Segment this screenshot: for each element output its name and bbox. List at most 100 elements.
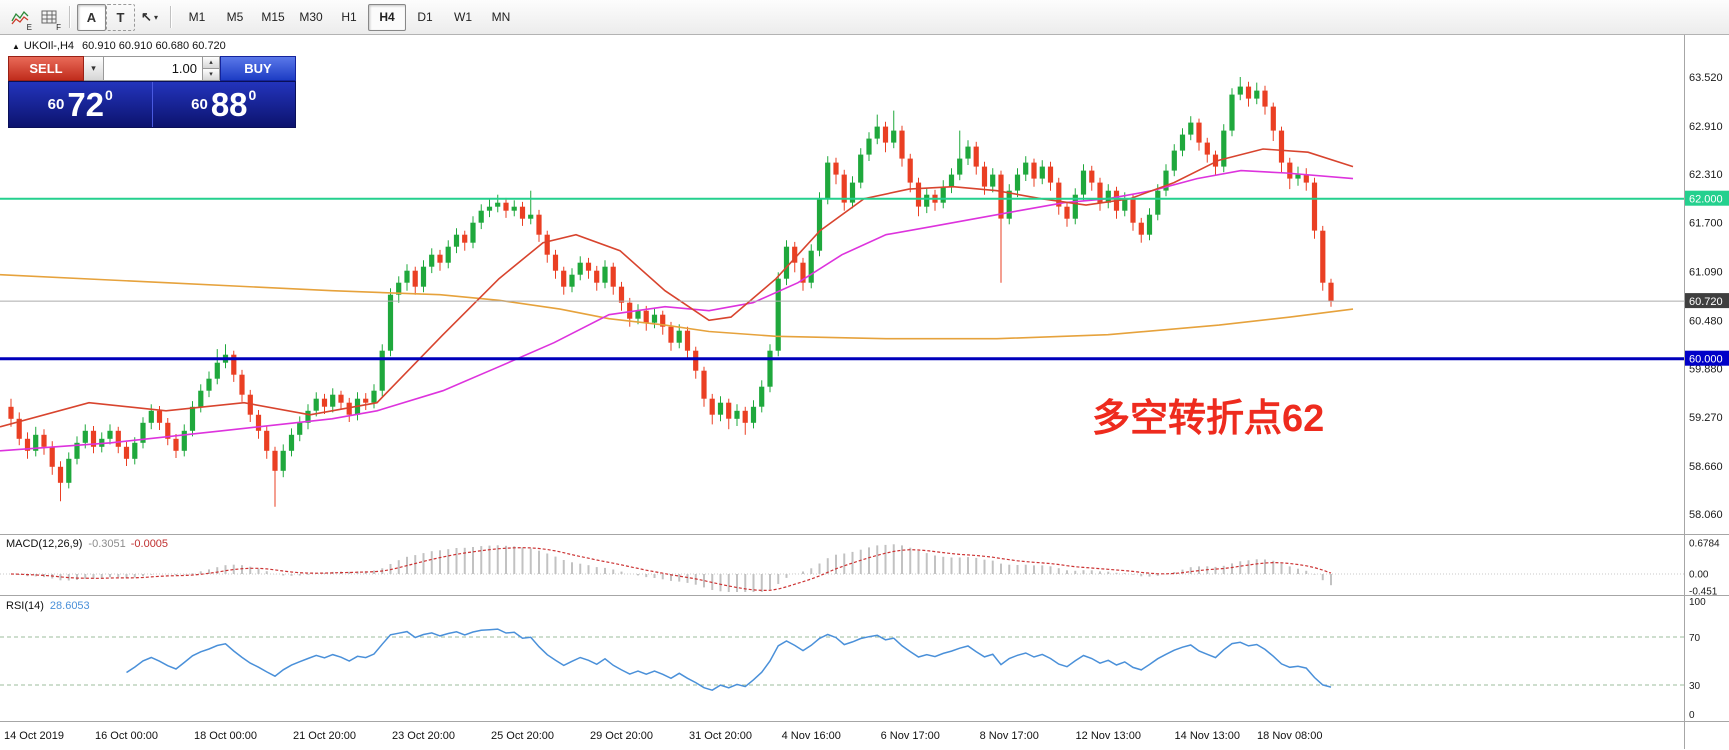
timeframe-H4[interactable]: H4 [368, 3, 406, 31]
timeframe-W1[interactable]: W1 [454, 10, 472, 24]
rsi-pane[interactable]: 100 70 30 0 [0, 597, 1706, 721]
svg-text:70: 70 [1689, 633, 1701, 644]
macd-signal-line [10, 547, 1332, 592]
svg-text:0: 0 [1689, 710, 1695, 721]
svg-text:0.6784: 0.6784 [1689, 539, 1720, 550]
time-axis[interactable]: 14 Oct 2019 16 Oct 00:00 18 Oct 00:00 21 Oc… [4, 730, 1322, 742]
ma-slow-orange [0, 273, 1354, 340]
ea-chart-button[interactable]: E [5, 4, 34, 32]
svg-text:62.910: 62.910 [1689, 121, 1723, 133]
svg-text:61.700: 61.700 [1689, 218, 1723, 230]
price-level-box [1685, 293, 1729, 309]
symbol-header: ▲ UKOIl-,H4 60.910 60.910 60.680 60.720 [12, 40, 226, 52]
svg-text:-0.451: -0.451 [1689, 587, 1718, 598]
buy-price-prefix: 60 [191, 96, 208, 113]
rsi-value: 28.6053 [49, 600, 90, 612]
symbol-name: UKOIl-,H4 [23, 40, 75, 52]
macd-histogram [18, 544, 1332, 592]
cursor-tool-button[interactable]: ↖ ▾ [135, 4, 164, 31]
svg-text:60.000: 60.000 [1689, 354, 1723, 366]
volume-increase-button[interactable]: ▴ [203, 57, 219, 68]
chart-canvas[interactable]: 63.520 62.910 62.310 61.700 61.090 60.480 59.8… [0, 35, 1729, 749]
svg-text:62.000: 62.000 [1689, 194, 1723, 206]
timeframe-D1[interactable]: D1 [417, 10, 433, 24]
timeframe-H1[interactable]: H1 [341, 10, 357, 24]
macd-indicator-label: MACD(12,26,9) -0.3051 -0.0005 [6, 538, 168, 550]
svg-text:60.480: 60.480 [1689, 315, 1723, 327]
toolbar-separator [69, 6, 71, 28]
annotation-tool-button[interactable]: A [77, 3, 106, 31]
svg-text:29 Oct 20:00: 29 Oct 20:00 [590, 730, 653, 742]
svg-text:58.060: 58.060 [1689, 509, 1723, 521]
svg-text:16 Oct 00:00: 16 Oct 00:00 [95, 730, 158, 742]
toolbar: E F A T ↖ ▾ M1 M5 M15 M30 H1 H4 D1 W1 MN [0, 0, 1729, 35]
dropdown-arrow-icon: ▾ [91, 63, 96, 73]
chevron-down-icon: ▾ [153, 12, 158, 22]
sell-button[interactable]: SELL [8, 56, 84, 81]
svg-text:59.270: 59.270 [1689, 412, 1723, 424]
svg-text:8 Nov 17:00: 8 Nov 17:00 [980, 730, 1039, 742]
timeframe-M15[interactable]: M15 [261, 10, 285, 24]
svg-text:30: 30 [1689, 681, 1701, 692]
zigzag-chart-icon [10, 10, 28, 24]
macd-signal-value: -0.0005 [130, 538, 169, 550]
grid-icon [41, 10, 56, 24]
svg-text:31 Oct 20:00: 31 Oct 20:00 [689, 730, 752, 742]
timeframe-MN[interactable]: MN [491, 10, 511, 24]
price-axis[interactable]: 63.520 62.910 62.310 61.700 61.090 60.480 59.8… [1685, 72, 1729, 521]
cursor-icon: ↖ [141, 9, 152, 24]
svg-text:23 Oct 20:00: 23 Oct 20:00 [392, 730, 455, 742]
collapse-arrow-icon[interactable]: ▲ [12, 42, 20, 51]
svg-text:59.880: 59.880 [1689, 363, 1723, 375]
ea-chart-sub-label: E [26, 22, 32, 32]
svg-text:18 Oct 00:00: 18 Oct 00:00 [194, 730, 257, 742]
price-level-box [1685, 350, 1729, 366]
svg-text:25 Oct 20:00: 25 Oct 20:00 [491, 730, 554, 742]
timeframe-M30[interactable]: M30 [299, 10, 323, 24]
svg-text:60.720: 60.720 [1689, 296, 1723, 308]
svg-text:62.310: 62.310 [1689, 169, 1723, 181]
ohlc-values: 60.910 60.910 60.680 60.720 [82, 40, 226, 52]
timeframe-M1[interactable]: M1 [188, 10, 206, 24]
svg-text:14 Oct 2019: 14 Oct 2019 [4, 730, 64, 742]
timeframe-group: M1 M5 M15 M30 H1 H4 D1 W1 MN [178, 3, 520, 31]
macd-name: MACD(12,26,9) [6, 538, 83, 550]
svg-text:6 Nov 17:00: 6 Nov 17:00 [881, 730, 940, 742]
rsi-indicator-label: RSI(14) 28.6053 [6, 600, 90, 612]
svg-text:21 Oct 20:00: 21 Oct 20:00 [293, 730, 356, 742]
buy-price-big: 88 [210, 86, 248, 123]
svg-text:12 Nov 13:00: 12 Nov 13:00 [1076, 730, 1141, 742]
rsi-line [126, 628, 1332, 692]
chart-text-annotation[interactable]: 多空转折点62 [1092, 398, 1325, 440]
svg-text:4 Nov 16:00: 4 Nov 16:00 [782, 730, 841, 742]
sell-price-sup: 0 [105, 86, 113, 103]
buy-price-display[interactable]: 60 88 0 [151, 82, 296, 127]
volume-stepper: ▴ ▾ [203, 56, 220, 81]
sell-price-prefix: 60 [47, 96, 65, 113]
rsi-name: RSI(14) [6, 600, 44, 612]
text-tool-button[interactable]: T [106, 3, 135, 31]
svg-text:100: 100 [1689, 597, 1706, 608]
ma-fast-red [0, 148, 1354, 428]
chart-region: 63.520 62.910 62.310 61.700 61.090 60.480 59.8… [0, 35, 1729, 749]
macd-pane[interactable]: 0.6784 0.00 -0.451 [0, 539, 1720, 598]
ea-grid-button[interactable]: F [34, 4, 63, 32]
svg-text:58.660: 58.660 [1689, 461, 1723, 473]
svg-text:61.090: 61.090 [1689, 267, 1723, 279]
volume-input[interactable] [104, 56, 203, 81]
ea-grid-sub-label: F [56, 22, 61, 32]
sell-price-big: 72 [67, 86, 105, 123]
timeframe-M5[interactable]: M5 [226, 10, 244, 24]
volume-decrease-button[interactable]: ▾ [203, 68, 219, 80]
volume-preset-dropdown[interactable]: ▾ [84, 56, 104, 81]
buy-price-sup: 0 [248, 86, 257, 103]
svg-text:14 Nov 13:00: 14 Nov 13:00 [1175, 730, 1240, 742]
price-level-box [1685, 190, 1729, 206]
sell-price-display[interactable]: 60 72 0 [9, 82, 152, 127]
buy-button[interactable]: BUY [220, 56, 296, 81]
svg-text:63.520: 63.520 [1689, 72, 1723, 84]
main-pane[interactable] [0, 77, 1684, 507]
candlestick-series [8, 77, 1334, 507]
toolbar-separator [170, 6, 172, 28]
